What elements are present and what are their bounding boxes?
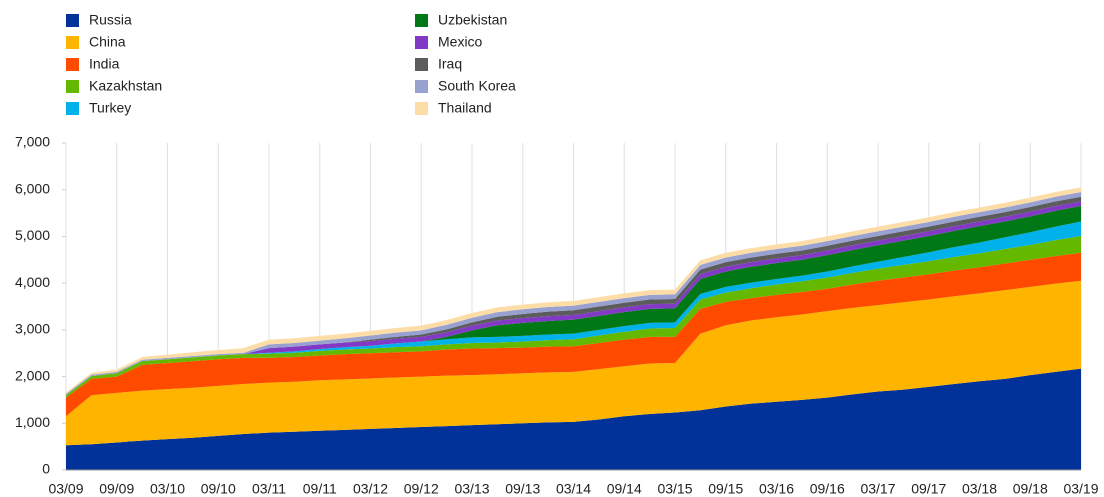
legend-swatch — [66, 58, 79, 71]
legend-swatch — [66, 102, 79, 115]
y-tick-label: 1,000 — [15, 414, 50, 430]
x-tick-label: 03/11 — [252, 481, 286, 497]
area — [66, 368, 1081, 470]
x-tick-label: 09/09 — [99, 481, 134, 497]
legend-label: Thailand — [438, 100, 492, 116]
area — [66, 252, 1081, 417]
legend-label: Russia — [89, 12, 132, 28]
y-tick-label: 7,000 — [15, 134, 50, 150]
x-tick-label: 03/10 — [150, 481, 185, 497]
y-tick-label: 2,000 — [15, 367, 50, 383]
x-tick-label: 09/18 — [1013, 481, 1048, 497]
legend-label: Kazakhstan — [89, 78, 162, 94]
area — [66, 280, 1081, 446]
x-tick-label: 03/17 — [860, 481, 895, 497]
legend-label: Iraq — [438, 56, 462, 72]
x-tick-label: 03/19 — [1063, 481, 1098, 497]
x-tick-label: 09/16 — [810, 481, 845, 497]
x-tick-label: 09/14 — [607, 481, 642, 497]
x-tick-label: 03/15 — [657, 481, 692, 497]
legend-swatch — [66, 36, 79, 49]
x-tick-label: 03/13 — [454, 481, 489, 497]
legend-label: South Korea — [438, 78, 516, 94]
legend-swatch — [415, 58, 428, 71]
x-tick-label: 09/13 — [505, 481, 540, 497]
legend-label: China — [89, 34, 126, 50]
legend-swatch — [415, 36, 428, 49]
x-tick-label: 09/10 — [201, 481, 236, 497]
y-tick-label: 5,000 — [15, 227, 50, 243]
legend-swatch — [66, 80, 79, 93]
x-tick-label: 03/14 — [556, 481, 591, 497]
x-tick-label: 09/15 — [708, 481, 743, 497]
x-tick-label: 03/12 — [353, 481, 388, 497]
area — [66, 187, 1081, 394]
y-tick-label: 6,000 — [15, 180, 50, 196]
legend-label: Turkey — [89, 100, 131, 116]
y-tick-label: 4,000 — [15, 274, 50, 290]
area — [66, 196, 1081, 396]
x-tick-label: 03/09 — [48, 481, 83, 497]
legend-swatch — [415, 102, 428, 115]
y-tick-label: 0 — [42, 461, 50, 477]
x-tick-label: 09/17 — [911, 481, 946, 497]
area — [66, 192, 1081, 396]
legend-swatch — [415, 80, 428, 93]
legend-label: India — [89, 56, 120, 72]
area — [66, 201, 1081, 396]
x-tick-label: 09/12 — [404, 481, 439, 497]
legend-label: Mexico — [438, 34, 483, 50]
y-tick-label: 3,000 — [15, 321, 50, 337]
x-tick-label: 03/18 — [962, 481, 997, 497]
legend-label: Uzbekistan — [438, 12, 507, 28]
x-tick-label: 09/11 — [303, 481, 337, 497]
x-tick-label: 03/16 — [759, 481, 794, 497]
legend-swatch — [66, 14, 79, 27]
legend-swatch — [415, 14, 428, 27]
